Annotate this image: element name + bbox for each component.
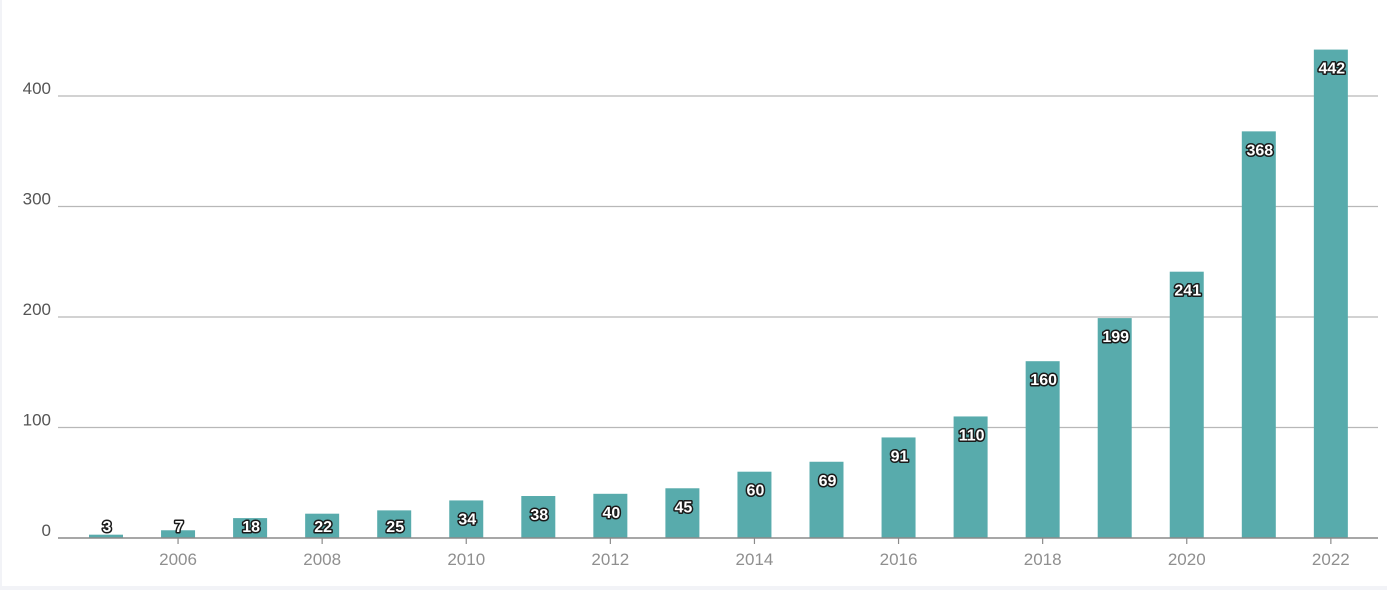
x-tick-label: 2016 <box>880 550 918 569</box>
data-label: 91 <box>891 448 909 465</box>
bar-2012 <box>593 493 628 538</box>
y-tick-label: 0 <box>42 521 51 540</box>
x-tick-label: 2008 <box>303 550 341 569</box>
data-label: 69 <box>819 473 837 490</box>
x-tick-label: 2006 <box>159 550 197 569</box>
bar-2016 <box>881 437 916 538</box>
data-labels: 3 7 18 22 25 34 38 40 45 60 69 91 110 160 199 241 368 442 <box>101 59 1347 537</box>
bar-2005 <box>89 534 123 538</box>
x-tick-label: 2010 <box>447 550 485 569</box>
bars <box>89 49 1348 539</box>
x-tick-label: 2018 <box>1024 550 1062 569</box>
data-label: 241 <box>1174 283 1201 300</box>
data-label: 22 <box>314 519 332 536</box>
data-label: 110 <box>959 427 985 444</box>
data-label: 38 <box>530 507 548 524</box>
data-label: 160 <box>1030 372 1057 389</box>
data-label: 45 <box>675 499 693 516</box>
data-label: 3 <box>103 519 112 536</box>
axes: 0 100 200 300 400 2006 2008 2010 2012 2014 2016 201… <box>23 79 1378 569</box>
x-tick-label: 2014 <box>736 550 774 569</box>
x-tick-label: 2022 <box>1312 550 1350 569</box>
bar-2008 <box>305 513 340 538</box>
bar-2022 <box>1313 49 1348 539</box>
bar-2020 <box>1169 271 1204 538</box>
data-label: 34 <box>458 511 476 528</box>
bar-2006 <box>161 530 196 538</box>
bar-2017 <box>953 416 988 538</box>
y-tick-label: 300 <box>23 190 51 209</box>
data-label: 368 <box>1246 142 1273 159</box>
data-label: 25 <box>386 519 404 536</box>
data-label: 7 <box>175 519 184 536</box>
data-label: 18 <box>242 519 260 536</box>
bar-2021 <box>1241 131 1276 539</box>
bar-2013 <box>665 488 700 538</box>
gridlines <box>58 95 1378 429</box>
data-label: 199 <box>1102 329 1129 346</box>
data-label: 40 <box>602 505 620 522</box>
bar-2007 <box>233 518 268 538</box>
bar-2014 <box>737 471 772 538</box>
x-tick-label: 2020 <box>1168 550 1206 569</box>
bar-2018 <box>1025 361 1060 538</box>
x-tick-label: 2012 <box>591 550 629 569</box>
bar-2015 <box>809 461 844 538</box>
bar-2009 <box>377 510 412 538</box>
data-label: 442 <box>1318 61 1345 78</box>
bar-2010 <box>449 500 484 538</box>
data-label: 60 <box>747 483 765 500</box>
y-tick-label: 200 <box>23 300 51 319</box>
y-tick-label: 400 <box>23 79 51 98</box>
y-tick-label: 100 <box>23 411 51 430</box>
bar-2011 <box>521 496 556 538</box>
bar-2019 <box>1097 318 1132 538</box>
